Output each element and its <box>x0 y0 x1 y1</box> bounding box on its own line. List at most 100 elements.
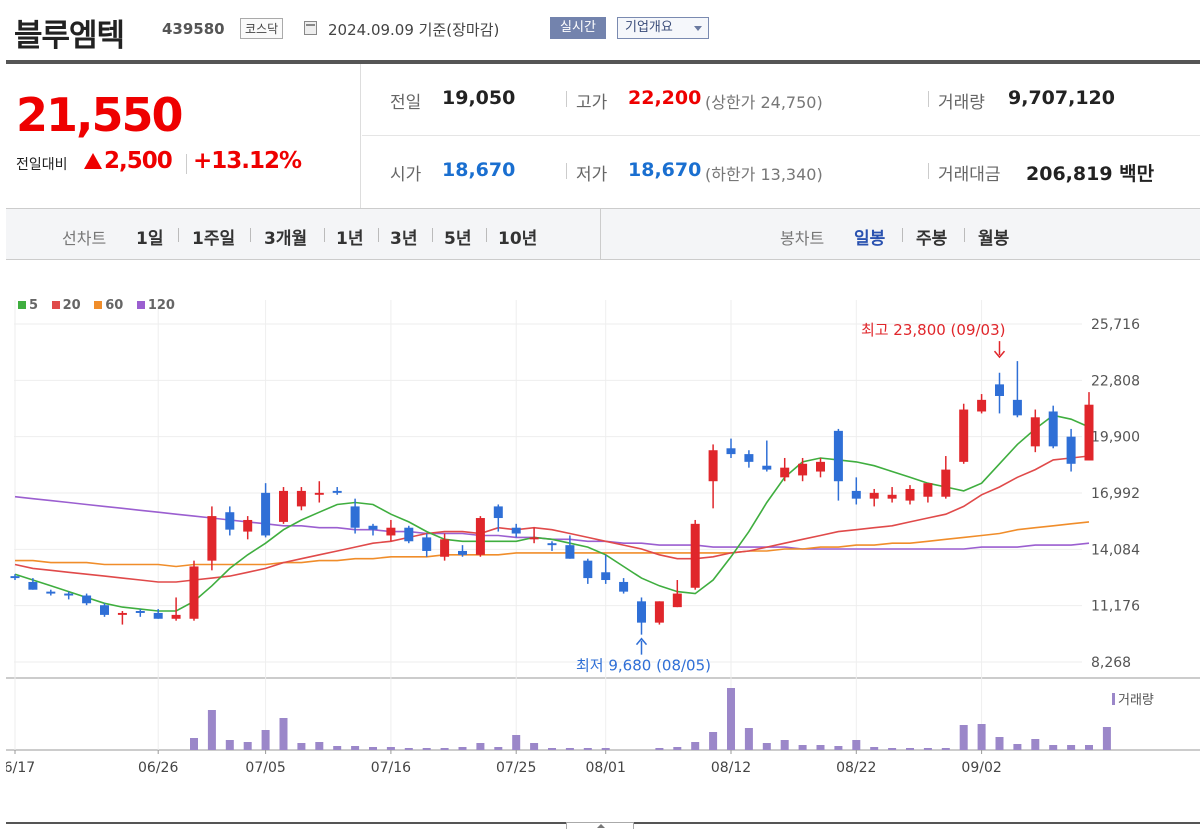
legend-ma20: 20 <box>51 298 81 313</box>
legend-ma120: 120 <box>136 298 175 313</box>
volume-bar <box>440 748 449 750</box>
volume-bar <box>243 742 252 750</box>
max-price-annotation: 최고 23,800 (09/03) <box>861 321 1006 339</box>
y-tick-label: 14,084 <box>1091 542 1140 558</box>
company-overview-button[interactable]: 기업개요 <box>617 17 709 39</box>
candle-body <box>225 512 235 530</box>
candle-body <box>171 614 181 619</box>
legend-label-ma60: 60 <box>105 298 124 313</box>
volume-bar <box>1067 745 1076 750</box>
candle-body <box>529 537 539 540</box>
top-divider <box>6 60 1200 64</box>
candle-body <box>28 581 38 590</box>
period-separator <box>964 228 965 242</box>
candle-body <box>296 490 306 507</box>
volume-bar <box>870 747 879 750</box>
period-5y[interactable]: 5년 <box>444 229 472 249</box>
stats-separator <box>928 163 929 179</box>
candle-body <box>261 492 271 536</box>
company-overview-label: 기업개요 <box>625 20 673 35</box>
chart-legend: 5 20 60 120 <box>18 298 184 313</box>
volume-bar <box>959 725 968 750</box>
candle-body <box>583 560 593 579</box>
change-percent: +13.12% <box>193 148 302 174</box>
candle-body <box>1066 436 1076 464</box>
volume-bar <box>727 688 735 750</box>
open-label: 시가 <box>390 165 422 185</box>
candle-body <box>798 463 808 476</box>
chart-canvas[interactable]: 25,716 22,808 19,900 16,992 14,084 11,176 8,26… <box>0 260 1200 822</box>
volume-bar <box>941 748 950 750</box>
volume-bar <box>530 743 539 750</box>
high-label: 고가 <box>576 93 608 113</box>
volume-bar <box>369 747 377 750</box>
candle-body <box>332 490 342 493</box>
stock-code: 439580 <box>162 20 225 38</box>
stats-separator <box>566 91 567 107</box>
volume-bar <box>351 746 360 750</box>
candle-body <box>977 399 987 412</box>
period-3y[interactable]: 3년 <box>390 229 418 249</box>
candle-body <box>135 611 145 613</box>
candle-body <box>851 490 861 499</box>
candle-monthly[interactable]: 월봉 <box>978 229 1010 249</box>
volume-bar <box>422 748 431 750</box>
candle-body <box>1012 399 1022 416</box>
ma20-line <box>14 455 1090 583</box>
candle-body <box>672 593 682 608</box>
lower-limit: (하한가 13,340) <box>705 165 823 184</box>
candle-body <box>153 612 163 619</box>
period-separator <box>378 228 379 242</box>
period-1w[interactable]: 1주일 <box>192 229 236 249</box>
period-10y[interactable]: 10년 <box>498 229 538 249</box>
high-value: 22,200 <box>628 87 702 109</box>
period-1d[interactable]: 1일 <box>136 229 164 249</box>
amount-value: 206,819 백만 <box>1026 163 1155 185</box>
y-tick-label: 8,268 <box>1091 655 1131 671</box>
candle-body <box>440 539 450 557</box>
x-tick-label: 07/25 <box>496 760 536 776</box>
volume-bar <box>225 740 234 750</box>
volume-bar <box>977 724 986 750</box>
volume-label: 거래량 <box>938 93 985 113</box>
x-tick-label: 07/05 <box>245 760 285 776</box>
candle-body <box>279 490 288 522</box>
max-arrow-head <box>993 350 1006 359</box>
period-3m[interactable]: 3개월 <box>264 229 308 249</box>
legend-swatch-ma5 <box>18 301 26 309</box>
volume-bar <box>315 742 324 750</box>
period-separator <box>902 228 903 242</box>
volume-bar <box>190 738 198 750</box>
period-separator <box>324 228 325 242</box>
volume-bar <box>601 748 610 750</box>
candle-body <box>100 605 109 615</box>
candle-weekly[interactable]: 주봉 <box>916 229 948 249</box>
volume-legend-label: 거래량 <box>1118 693 1154 708</box>
prev-close-label: 전일 <box>390 93 422 113</box>
low-label: 저가 <box>576 165 608 185</box>
realtime-button[interactable]: 실시간 <box>550 17 606 39</box>
volume-bar <box>458 747 467 750</box>
candle-body <box>475 518 485 555</box>
stats-separator <box>566 163 567 179</box>
legend-swatch-ma60 <box>94 301 103 309</box>
x-tick-label: 08/01 <box>586 760 626 776</box>
candle-body <box>601 572 611 581</box>
chart-scroll-handle[interactable] <box>566 822 634 829</box>
stats-separator <box>928 91 929 107</box>
volume-bar <box>476 743 485 750</box>
volume-bar <box>888 748 897 750</box>
price-summary: 21,550 전일대비 2,500 +13.12% <box>6 64 361 208</box>
volume-bar <box>1031 739 1040 750</box>
up-triangle-icon <box>84 153 102 169</box>
candle-body <box>82 595 92 604</box>
volume-bar <box>762 743 771 750</box>
volume-bar <box>297 743 306 750</box>
candle-body <box>314 492 324 495</box>
chevron-down-icon <box>694 26 702 31</box>
legend-label-ma5: 5 <box>29 298 39 313</box>
period-1y[interactable]: 1년 <box>336 229 364 249</box>
min-arrow-head <box>635 637 648 646</box>
candle-body <box>404 527 414 542</box>
candle-daily[interactable]: 일봉 <box>854 229 886 249</box>
